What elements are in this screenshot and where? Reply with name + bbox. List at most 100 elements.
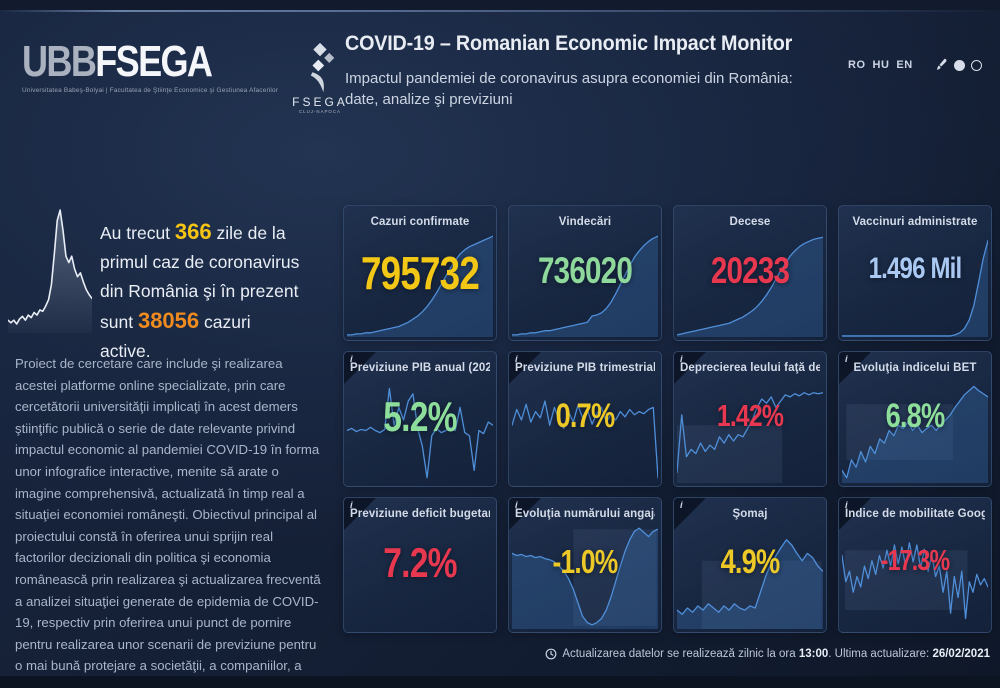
- sidebar: Au trecut 366 zile de la primul caz de c…: [0, 195, 335, 688]
- card-title: Previziune PIB anual (2021): [350, 362, 490, 374]
- project-description: Proiect de cercetare care include şi rea…: [15, 356, 321, 688]
- page-subtitle: Impactul pandemiei de coronavirus asupra…: [345, 70, 793, 108]
- fsega-mark-title: FSEGA: [292, 95, 348, 109]
- lang-ro[interactable]: RO: [848, 59, 866, 71]
- light-theme-dot-icon[interactable]: [970, 59, 982, 71]
- info-icon[interactable]: i: [515, 500, 518, 511]
- card-value: 795732: [361, 246, 480, 299]
- card-sparkline: [347, 378, 493, 483]
- active-cases-count: 38056: [137, 308, 200, 333]
- card-corner-fold: [509, 352, 541, 384]
- card-value: 4.9%: [720, 542, 781, 581]
- metric-card[interactable]: i Evoluţia numărului angajaţil... -1.0%: [508, 497, 662, 633]
- fsega-diamond-logo[interactable]: FSEGA CLUJ-NAPOCA: [292, 42, 348, 114]
- card-sparkline: [677, 378, 823, 483]
- metrics-grid: Cazuri confirmate 795732 Vindecări 73602…: [343, 205, 992, 633]
- info-icon[interactable]: i: [845, 354, 848, 365]
- card-corner-fold: [839, 352, 871, 384]
- card-title: Deprecierea leului faţă de e...: [680, 362, 820, 374]
- card-value: 7.2%: [383, 539, 457, 587]
- info-icon[interactable]: i: [680, 500, 683, 511]
- card-sparkline: [347, 232, 493, 337]
- card-value: 0.7%: [555, 396, 616, 435]
- metric-card[interactable]: i Şomaj 4.9%: [673, 497, 827, 633]
- card-value: 1.496 Mil: [868, 252, 963, 286]
- days-count: 366: [174, 219, 212, 244]
- card-sparkline: [512, 232, 658, 337]
- intro-post: cazuri active.: [100, 312, 251, 361]
- card-value: 20233: [710, 249, 790, 291]
- intro-text: Au trecut 366 zile de la primul caz de c…: [100, 217, 305, 366]
- fsega-mark-subtitle: CLUJ-NAPOCA: [298, 109, 341, 114]
- lang-en[interactable]: EN: [896, 59, 913, 71]
- metric-card[interactable]: i Previziune PIB trimestrial (Q... 0.7%: [508, 351, 662, 487]
- card-value: 5.2%: [383, 393, 457, 441]
- card-title: Evoluţia indicelui BET: [853, 362, 977, 374]
- header-divider: [0, 10, 1000, 12]
- card-sparkline: [512, 524, 658, 629]
- fsega-mark-icon: [310, 42, 335, 93]
- theme-switcher: [934, 58, 982, 72]
- logo-tagline: Universitatea Babeş-Bolyai | Facultatea …: [22, 87, 279, 94]
- card-sparkline: [677, 232, 823, 337]
- metric-card[interactable]: Decese 20233: [673, 205, 827, 341]
- card-value: 1.42%: [716, 398, 784, 434]
- card-corner-fold: [674, 498, 706, 530]
- card-title: Indice de mobilitate Google: [845, 508, 985, 520]
- card-title: Decese: [729, 216, 771, 228]
- card-value: -1.0%: [552, 543, 619, 581]
- update-date: 26/02/2021: [932, 648, 990, 660]
- card-corner-fold: [344, 352, 376, 384]
- intro-pre: Au trecut: [100, 223, 175, 243]
- info-icon[interactable]: i: [350, 354, 353, 365]
- card-title: Vaccinuri administrate: [852, 216, 978, 228]
- card-value: -17.3%: [880, 544, 951, 577]
- clock-icon: [545, 648, 557, 660]
- metric-card[interactable]: Cazuri confirmate 795732: [343, 205, 497, 341]
- info-icon[interactable]: i: [845, 500, 848, 511]
- logo-fsega: FSEGA: [95, 37, 213, 86]
- metric-card[interactable]: Vaccinuri administrate 1.496 Mil: [838, 205, 992, 341]
- metric-card[interactable]: i Previziune PIB anual (2021) 5.2%: [343, 351, 497, 487]
- logo-ubb: UBB: [22, 37, 97, 86]
- metric-card[interactable]: i Deprecierea leului faţă de e... 1.42%: [673, 351, 827, 487]
- top-bar: [0, 0, 1000, 10]
- logo-wordmark: UBBFSEGA: [22, 40, 232, 84]
- info-icon[interactable]: i: [680, 354, 683, 365]
- card-sparkline: [677, 524, 823, 629]
- metric-card[interactable]: Vindecări 736020: [508, 205, 662, 341]
- bottom-bar: [0, 676, 1000, 688]
- active-cases-sparkline: [8, 205, 92, 333]
- metric-card[interactable]: i Previziune deficit bugetar a... 7.2%: [343, 497, 497, 633]
- card-sparkline: [512, 378, 658, 483]
- update-mid: . Ultima actualizare:: [828, 648, 933, 660]
- info-icon[interactable]: i: [350, 500, 353, 511]
- card-title: Previziune deficit bugetar a...: [350, 508, 490, 520]
- card-corner-fold: [344, 498, 376, 530]
- update-status: Actualizarea datelor se realizează zilni…: [545, 648, 990, 660]
- card-title: Vindecări: [558, 216, 612, 228]
- metric-card[interactable]: i Evoluţia indicelui BET 6.8%: [838, 351, 992, 487]
- lang-hu[interactable]: HU: [872, 59, 890, 71]
- language-switcher: RO HU EN: [848, 58, 982, 72]
- card-title: Previziune PIB trimestrial (Q...: [515, 362, 655, 374]
- info-icon[interactable]: i: [515, 354, 518, 365]
- card-sparkline: [842, 524, 988, 629]
- card-corner-fold: [839, 498, 871, 530]
- card-title: Evoluţia numărului angajaţil...: [515, 508, 655, 520]
- dark-theme-dot-icon[interactable]: [953, 59, 965, 71]
- card-corner-fold: [509, 498, 541, 530]
- update-pre: Actualizarea datelor se realizează zilni…: [562, 648, 799, 660]
- card-corner-fold: [674, 352, 706, 384]
- update-text: Actualizarea datelor se realizează zilni…: [562, 648, 990, 660]
- card-title: Şomaj: [732, 508, 768, 520]
- metric-card[interactable]: i Indice de mobilitate Google -17.3%: [838, 497, 992, 633]
- card-title: Cazuri confirmate: [370, 216, 470, 228]
- card-sparkline: [842, 378, 988, 483]
- card-value: 736020: [538, 249, 633, 291]
- ubb-fsega-logo[interactable]: UBBFSEGA Universitatea Babeş-Bolyai | Fa…: [22, 40, 348, 115]
- page-title: COVID-19 – Romanian Economic Impact Moni…: [345, 32, 793, 55]
- paintbrush-icon[interactable]: [934, 58, 948, 72]
- card-sparkline: [842, 232, 988, 337]
